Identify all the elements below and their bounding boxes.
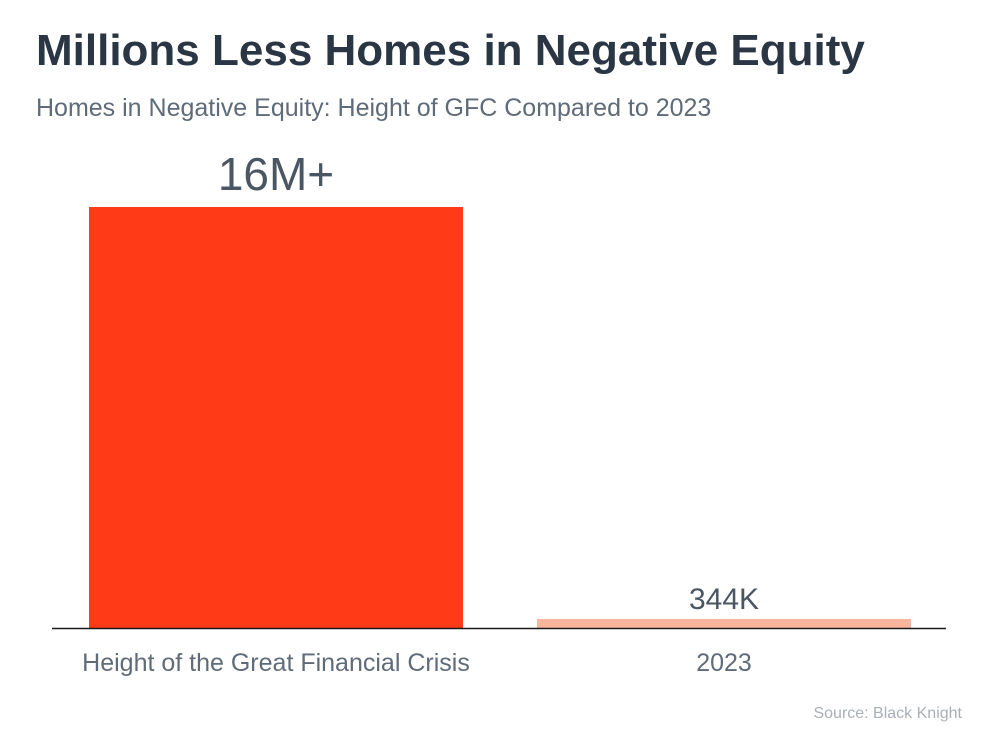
- category-label-2023: 2023: [696, 649, 752, 677]
- source-note: Source: Black Knight: [813, 705, 962, 722]
- category-label-gfc: Height of the Great Financial Crisis: [82, 649, 470, 677]
- chart-subtitle: Homes in Negative Equity: Height of GFC …: [36, 94, 712, 122]
- data-label-2023: 344K: [689, 583, 759, 616]
- data-label-gfc: 16M+: [218, 148, 334, 200]
- bar-2023: [537, 618, 911, 628]
- bar-gfc: [89, 207, 463, 628]
- chart-title: Millions Less Homes in Negative Equity: [36, 26, 865, 75]
